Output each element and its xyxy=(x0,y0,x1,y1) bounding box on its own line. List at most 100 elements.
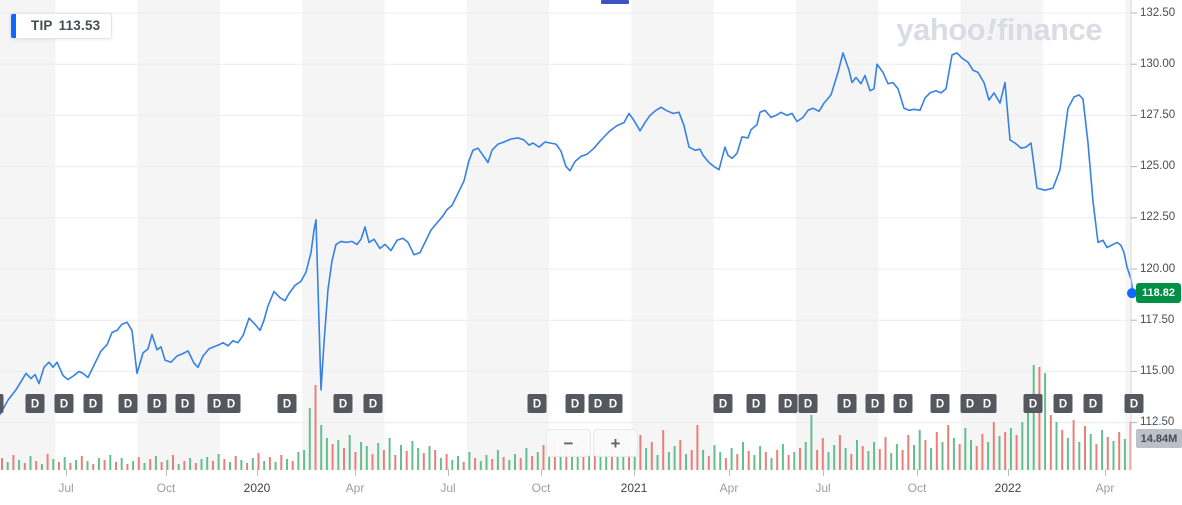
dividend-marker[interactable] xyxy=(778,394,798,413)
volume-bar xyxy=(394,455,397,470)
volume-bar xyxy=(137,457,140,470)
volume-bar xyxy=(434,450,437,470)
dividend-marker[interactable] xyxy=(565,394,585,413)
price-line xyxy=(0,52,1134,416)
volume-bar xyxy=(422,453,425,470)
dividend-marker[interactable] xyxy=(1023,394,1043,413)
volume-bar xyxy=(947,425,950,470)
dividend-marker-label: D xyxy=(571,399,579,411)
dividend-marker[interactable] xyxy=(1083,394,1103,413)
volume-bar xyxy=(18,460,21,470)
volume-bar xyxy=(895,444,898,470)
x-axis-tick xyxy=(1008,469,1009,476)
dividend-marker[interactable] xyxy=(527,394,547,413)
dividend-marker[interactable] xyxy=(83,394,103,413)
ticker-accent-bar xyxy=(11,14,16,38)
dividend-marker-label: D xyxy=(752,399,760,411)
dividend-marker[interactable] xyxy=(746,394,766,413)
volume-bar xyxy=(166,460,169,470)
dividend-marker[interactable] xyxy=(1053,394,1073,413)
volume-bar xyxy=(781,444,784,470)
dividend-marker[interactable] xyxy=(118,394,138,413)
y-axis-label: 117.50 xyxy=(1140,313,1175,326)
quarter-stripe xyxy=(631,0,714,470)
volume-bar xyxy=(120,458,123,470)
volume-bar xyxy=(1015,435,1018,470)
x-axis-label: Apr xyxy=(719,481,739,495)
volume-bar xyxy=(217,454,220,470)
volume-bar xyxy=(1095,444,1098,470)
quarter-stripe xyxy=(796,0,879,470)
x-axis-label: Oct xyxy=(531,481,551,495)
dividend-marker-label: D xyxy=(213,399,221,411)
dividend-marker-label: D xyxy=(983,399,991,411)
volume-bar xyxy=(508,460,511,470)
dividend-marker-label: D xyxy=(1130,399,1138,411)
dividend-marker-label: D xyxy=(153,399,161,411)
volume-bar xyxy=(485,455,488,470)
volume-bar xyxy=(189,458,192,470)
volume-bar xyxy=(6,462,9,470)
volume-bar xyxy=(154,456,157,470)
dividend-marker[interactable] xyxy=(603,394,623,413)
dividend-marker[interactable] xyxy=(1124,394,1144,413)
dividend-marker[interactable] xyxy=(960,394,980,413)
last-price-badge: 118.82 xyxy=(1136,283,1181,304)
x-axis-tick xyxy=(541,469,542,476)
dividend-marker[interactable] xyxy=(977,394,997,413)
volume-bar xyxy=(263,461,266,470)
dividend-marker[interactable] xyxy=(865,394,885,413)
volume-bar xyxy=(730,448,733,470)
watermark-exclamation: ! xyxy=(986,12,996,47)
volume-bar xyxy=(696,425,699,470)
volume-bar xyxy=(411,441,414,470)
dividend-marker[interactable] xyxy=(54,394,74,413)
volume-bar xyxy=(1038,367,1041,470)
volume-bar xyxy=(913,445,915,470)
dividend-marker[interactable] xyxy=(798,394,818,413)
volume-bar xyxy=(1112,441,1115,470)
dividend-marker[interactable] xyxy=(221,394,241,413)
dividend-marker[interactable] xyxy=(837,394,857,413)
volume-bar xyxy=(371,454,374,470)
dividend-marker[interactable] xyxy=(713,394,733,413)
volume-bar xyxy=(918,430,921,470)
dividend-marker[interactable] xyxy=(175,394,195,413)
dividend-marker[interactable] xyxy=(363,394,383,413)
volume-bar xyxy=(582,448,585,470)
zoom-in-button[interactable]: + xyxy=(593,429,638,457)
dividend-marker[interactable] xyxy=(588,394,608,413)
volume-bar xyxy=(274,462,277,470)
volume-bar xyxy=(890,453,893,470)
volume-bar xyxy=(588,454,591,470)
volume-bar xyxy=(816,450,819,470)
volume-bar xyxy=(97,458,100,470)
volume-bar xyxy=(867,451,870,470)
dividend-marker[interactable] xyxy=(25,394,45,413)
dividend-marker[interactable] xyxy=(333,394,353,413)
volume-bar xyxy=(519,458,522,470)
dividend-marker[interactable] xyxy=(0,394,4,413)
volume-bar xyxy=(639,435,642,470)
volume-bar xyxy=(86,461,89,470)
volume-bar xyxy=(907,435,910,470)
dividend-marker[interactable] xyxy=(893,394,913,413)
x-axis-tick xyxy=(729,469,730,476)
dividend-marker[interactable] xyxy=(277,394,297,413)
dividend-marker[interactable] xyxy=(930,394,950,413)
volume-bar xyxy=(536,452,539,470)
volume-bar xyxy=(194,463,197,470)
dividend-marker-label: D xyxy=(89,399,97,411)
quarter-stripe xyxy=(466,0,550,470)
x-axis-label: Apr xyxy=(1095,481,1115,495)
zoom-out-button[interactable]: − xyxy=(546,429,591,457)
dividend-marker-label: D xyxy=(594,399,602,411)
volume-bar xyxy=(297,452,300,470)
y-axis-label: 127.50 xyxy=(1140,108,1176,121)
x-axis-tick xyxy=(634,469,635,476)
volume-bar xyxy=(496,450,499,470)
dividend-marker-label: D xyxy=(31,399,39,411)
dividend-marker[interactable] xyxy=(147,394,167,413)
volume-bar xyxy=(417,448,420,470)
